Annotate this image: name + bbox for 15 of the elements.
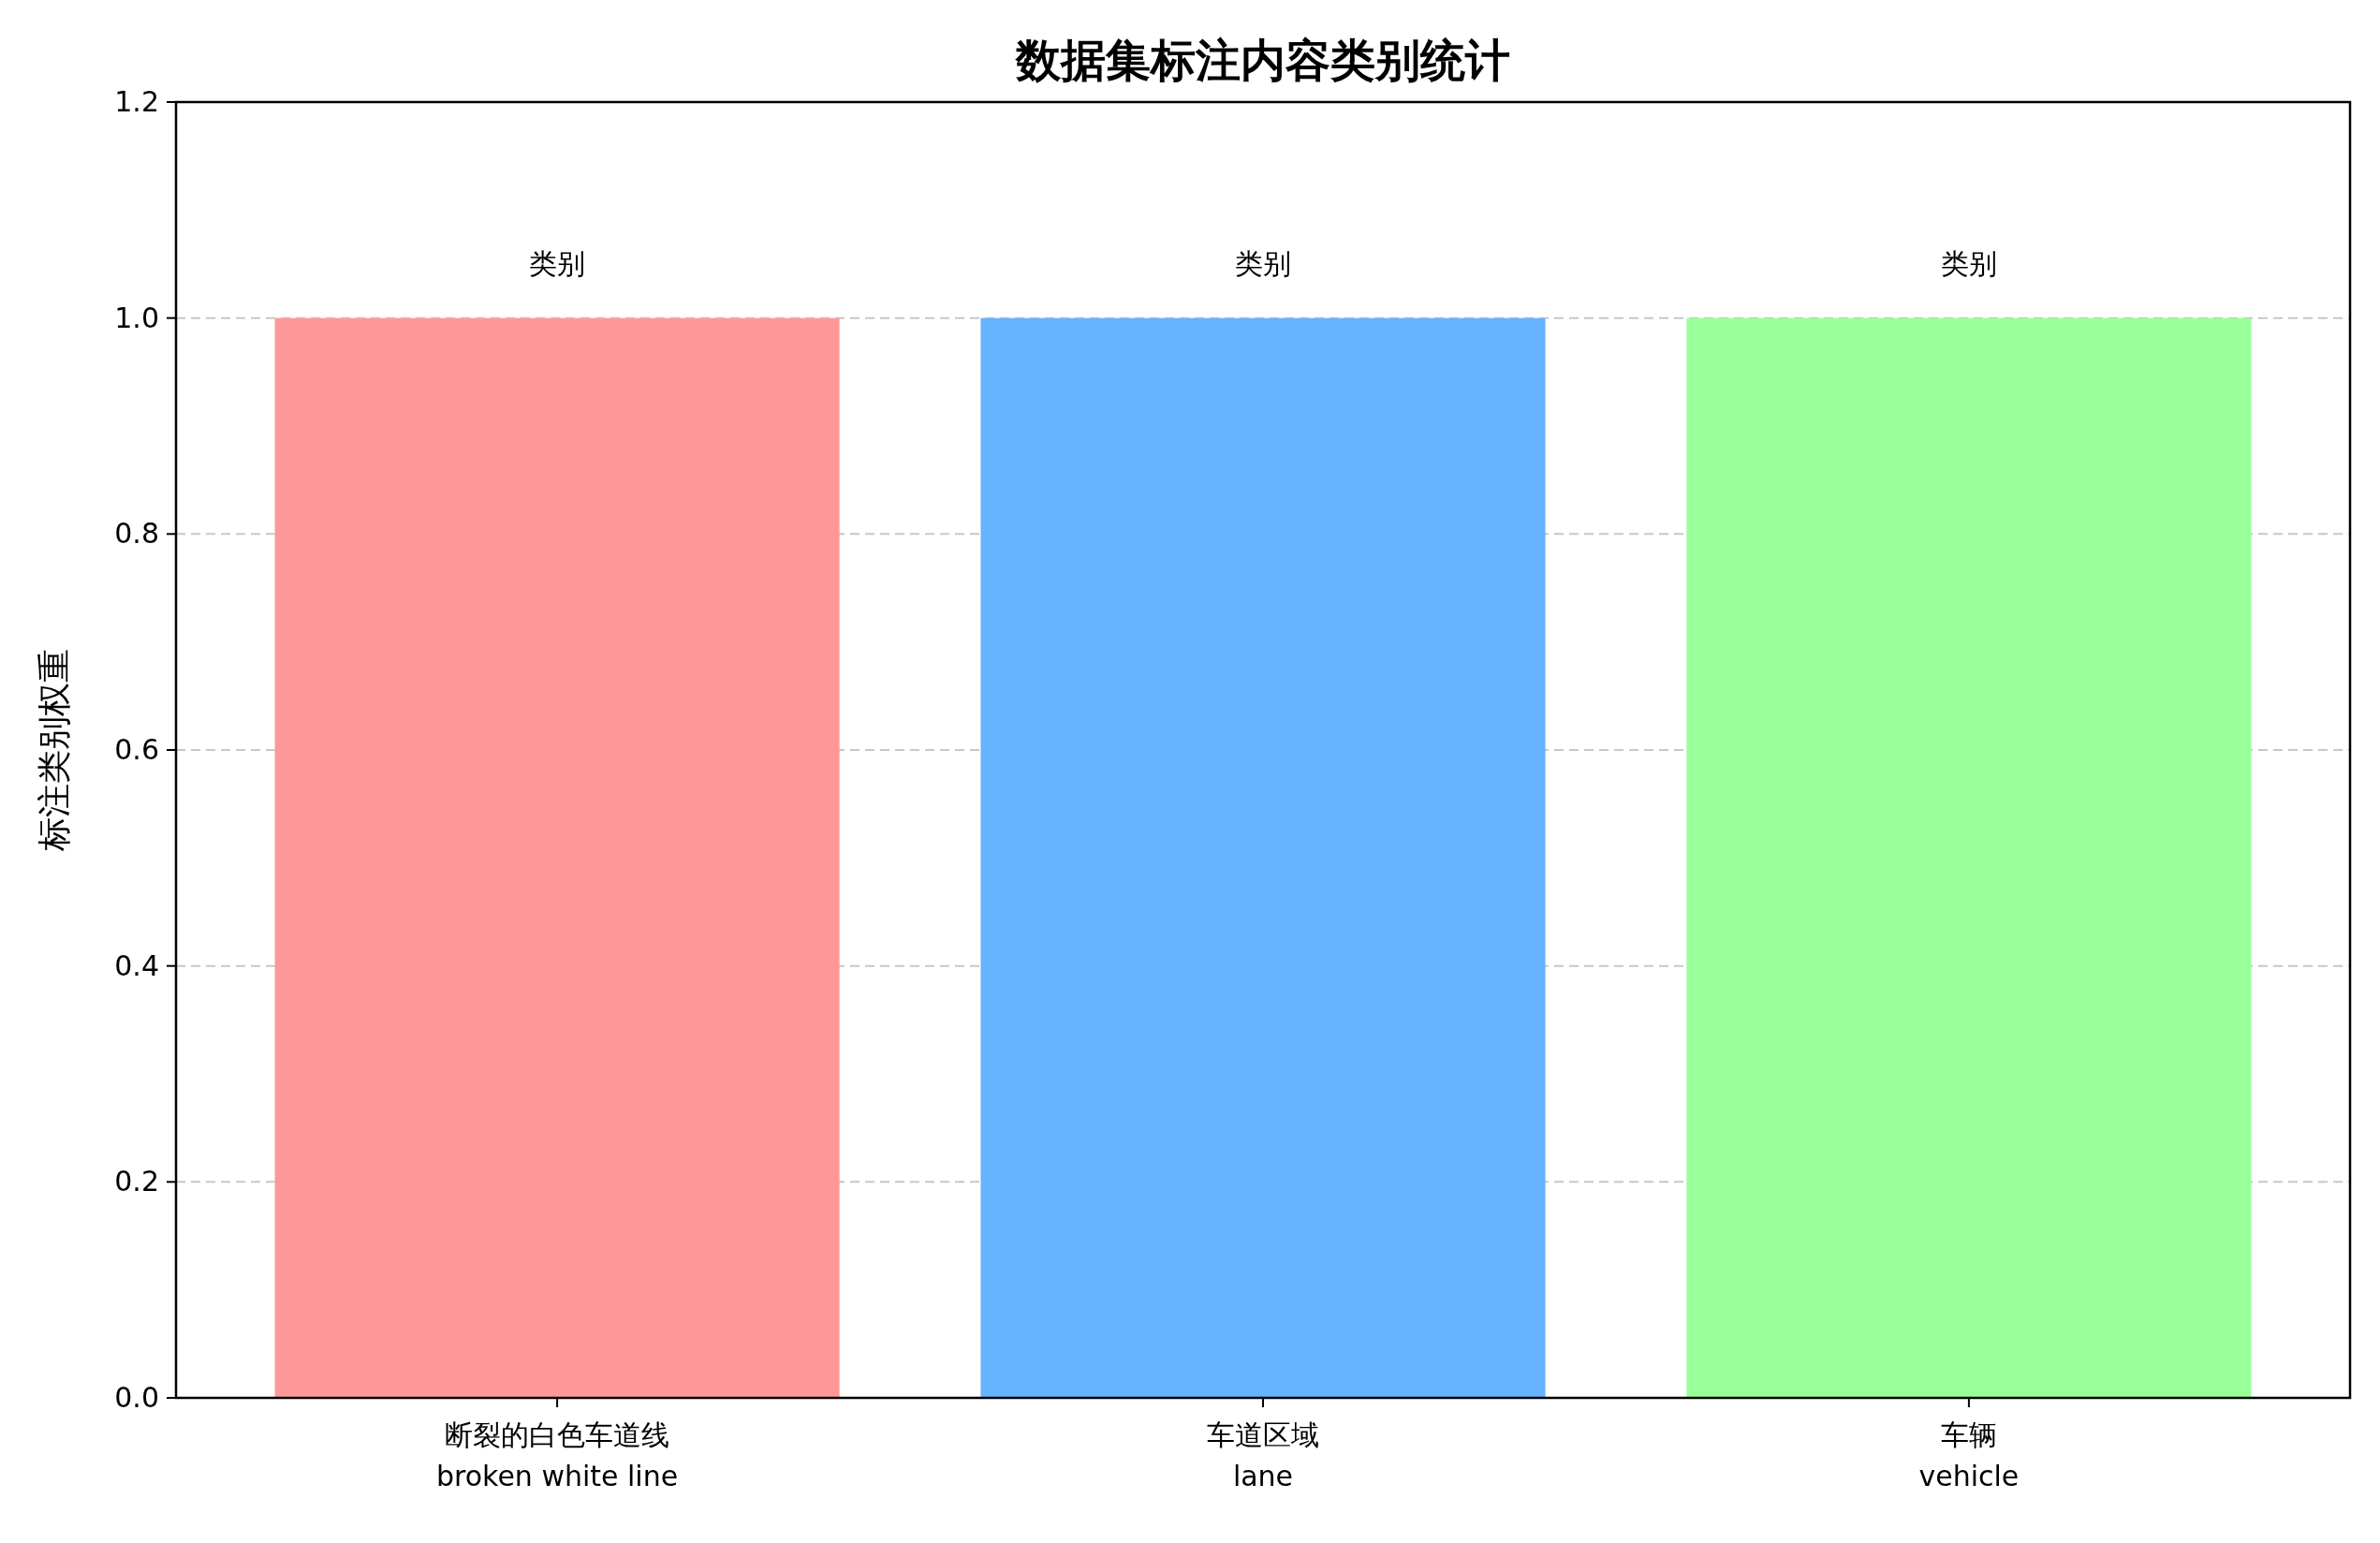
x-tick-label: 断裂的白色车道线 broken white line: [436, 1418, 679, 1492]
x-tick-label: 车道区域 lane: [1207, 1418, 1319, 1492]
y-tick-label: 1.2: [114, 85, 159, 118]
data-label: 类别: [529, 246, 586, 280]
y-tick-label: 0.2: [114, 1165, 159, 1198]
data-label: 类别: [1235, 246, 1291, 280]
y-axis-title: 标注类别权重: [35, 649, 73, 852]
data-label: 类别: [1940, 246, 1997, 280]
y-tick-label: 0.8: [114, 517, 159, 551]
y-tick-label: 0.0: [114, 1381, 159, 1414]
y-tick-label: 1.0: [114, 301, 159, 334]
chart-title: 数据集标注内容类别统计: [1015, 34, 1510, 86]
y-tick-label: 0.6: [114, 733, 159, 766]
y-tick-label: 0.4: [114, 948, 159, 982]
x-tick-label: 车辆 vehicle: [1918, 1418, 2020, 1492]
